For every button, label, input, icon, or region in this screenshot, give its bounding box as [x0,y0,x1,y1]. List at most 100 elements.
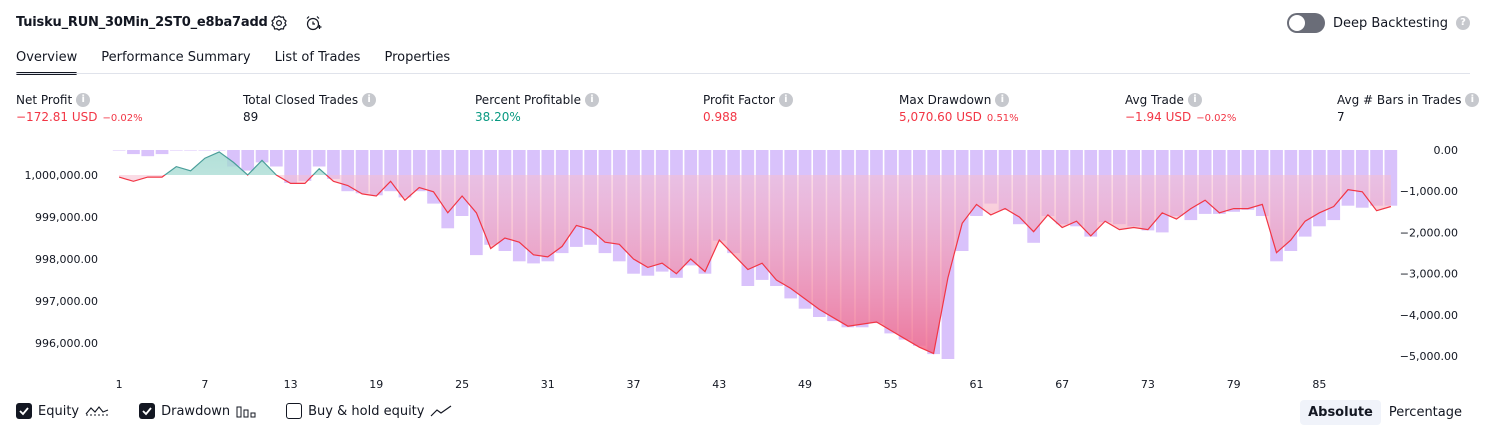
drawdown-bar [270,150,283,167]
stat-label: Avg Trade [1125,93,1184,107]
legend-label: Buy & hold equity [308,403,425,419]
stat-percent: −0.02% [1196,113,1237,124]
equity-drawdown-chart[interactable]: 1,000,000.00 999,000.00 998,000.00 997,000.… [0,138,1486,400]
drawdown-bar [127,150,140,155]
stat-percent: 0.51% [986,113,1019,124]
stat-percent-profitable: Percent Profitable i 38.20% [475,93,599,124]
equity-line [118,175,1392,355]
deep-backtesting-control: Deep Backtesting ? [1286,13,1470,33]
left-axis-tick-label: 998,000.00 [35,253,98,266]
drawdown-bar [141,150,155,157]
mode-absolute[interactable]: Absolute [1300,400,1381,425]
drawdown-checkbox[interactable] [139,403,156,419]
tab-overview[interactable]: Overview [16,48,78,75]
x-axis-tick-label: 79 [1227,378,1241,391]
drawdown-bar [312,150,326,167]
x-axis-tick-label: 85 [1312,378,1326,391]
stat-value: 5,070.60 USD [899,110,982,124]
scale-mode-switch: Absolute Percentage [1300,400,1470,425]
buy-hold-checkbox[interactable] [286,403,303,419]
stat-label: Total Closed Trades [243,93,359,107]
stat-total-closed-trades: Total Closed Trades i 89 [243,93,377,124]
x-axis-tick-label: 31 [541,378,555,391]
stat-max-drawdown: Max Drawdown i 5,070.60 USD 0.51% [899,93,1019,124]
x-axis-tick-label: 61 [970,378,984,391]
stat-profit-factor: Profit Factor i 0.988 [703,93,793,124]
drawdown-bar [255,150,269,163]
gear-icon[interactable] [270,14,288,32]
checkmark-icon [142,407,152,416]
drawdown-bar [184,150,197,151]
stat-value: 38.20% [475,110,521,124]
deep-backtesting-label: Deep Backtesting [1332,15,1448,31]
info-icon[interactable]: i [362,93,377,107]
stat-percent: −0.02% [102,113,143,124]
x-axis-tick-label: 73 [1141,378,1155,391]
right-axis-tick-label: −3,000.00 [1400,268,1458,281]
help-icon[interactable]: ? [1456,16,1470,30]
legend-buy-hold[interactable]: Buy & hold equity [286,403,452,419]
stat-value: 89 [243,110,259,124]
legend-label: Equity [38,403,80,419]
alarm-clock-icon[interactable] [304,14,322,32]
x-axis-tick-label: 13 [284,378,298,391]
x-axis-tick-label: 25 [455,378,469,391]
drawdown-bar [198,150,212,151]
drawdown-bars-icon [236,406,256,418]
equity-loss-area [119,175,1391,354]
mode-percentage[interactable]: Percentage [1388,405,1462,420]
info-icon[interactable]: i [1187,93,1202,107]
drawdown-bar [284,150,297,183]
drawdown-bar [241,150,255,171]
right-axis-tick-label: −1,000.00 [1400,185,1458,198]
drawdown-bar [212,150,226,151]
stat-value: 0.988 [703,110,738,124]
drawdown-bar [112,150,126,151]
equity-checkbox[interactable] [16,403,32,419]
report-header: Tuisku_RUN_30Min_2ST0_e8ba7add Deep Back… [0,0,1486,48]
legend-drawdown[interactable]: Drawdown [139,403,256,419]
tab-properties[interactable]: Properties [384,50,451,65]
x-axis-tick-label: 19 [369,378,383,391]
stat-avg-bars-in-trades: Avg # Bars in Trades i 7 [1337,93,1480,124]
tab-list-of-trades[interactable]: List of Trades [274,50,361,65]
checkmark-icon [19,407,29,416]
chart-legend: Equity Drawdown Buy & hold equity [16,403,482,419]
drawdown-bar [298,150,312,181]
legend-label: Drawdown [161,403,231,419]
stat-label: Percent Profitable [475,93,581,107]
tab-performance-summary[interactable]: Performance Summary [101,50,251,65]
x-axis-tick-label: 67 [1055,378,1069,391]
stat-label: Net Profit [16,93,73,107]
drawdown-bar [170,150,183,151]
stat-label: Avg # Bars in Trades [1337,93,1462,107]
tabs-divider [16,73,1470,74]
right-axis-tick-label: −5,000.00 [1400,350,1458,363]
stat-avg-trade: Avg Trade i −1.94 USD −0.02% [1125,93,1236,124]
stat-value: −172.81 USD [16,110,98,124]
deep-backtesting-toggle[interactable] [1286,13,1325,33]
right-axis-tick-label: −2,000.00 [1400,226,1458,239]
x-axis-tick-label: 1 [116,378,123,391]
info-icon[interactable]: i [584,93,599,107]
x-axis-tick-label: 7 [201,378,208,391]
right-axis-tick-label: −4,000.00 [1400,309,1458,322]
right-axis-tick-label: 0.00 [1434,144,1459,157]
x-axis-tick-label: 49 [798,378,812,391]
x-axis-tick-label: 55 [884,378,898,391]
left-axis-tick-label: 996,000.00 [35,337,98,350]
info-icon[interactable]: i [778,93,793,107]
stat-label: Profit Factor [703,93,775,107]
stat-label: Max Drawdown [899,93,992,107]
equity-icon [85,406,109,416]
info-icon[interactable]: i [76,93,91,107]
info-icon[interactable]: i [1465,93,1480,107]
left-axis-tick-label: 1,000,000.00 [25,169,98,182]
drawdown-bar [327,150,340,179]
left-axis-tick-label: 997,000.00 [35,295,98,308]
stat-net-profit: Net Profit i −172.81 USD −0.02% [16,93,143,124]
info-icon[interactable]: i [995,93,1010,107]
stat-value: 7 [1337,110,1345,124]
left-axis-tick-label: 999,000.00 [35,211,98,224]
legend-equity[interactable]: Equity [16,403,109,419]
